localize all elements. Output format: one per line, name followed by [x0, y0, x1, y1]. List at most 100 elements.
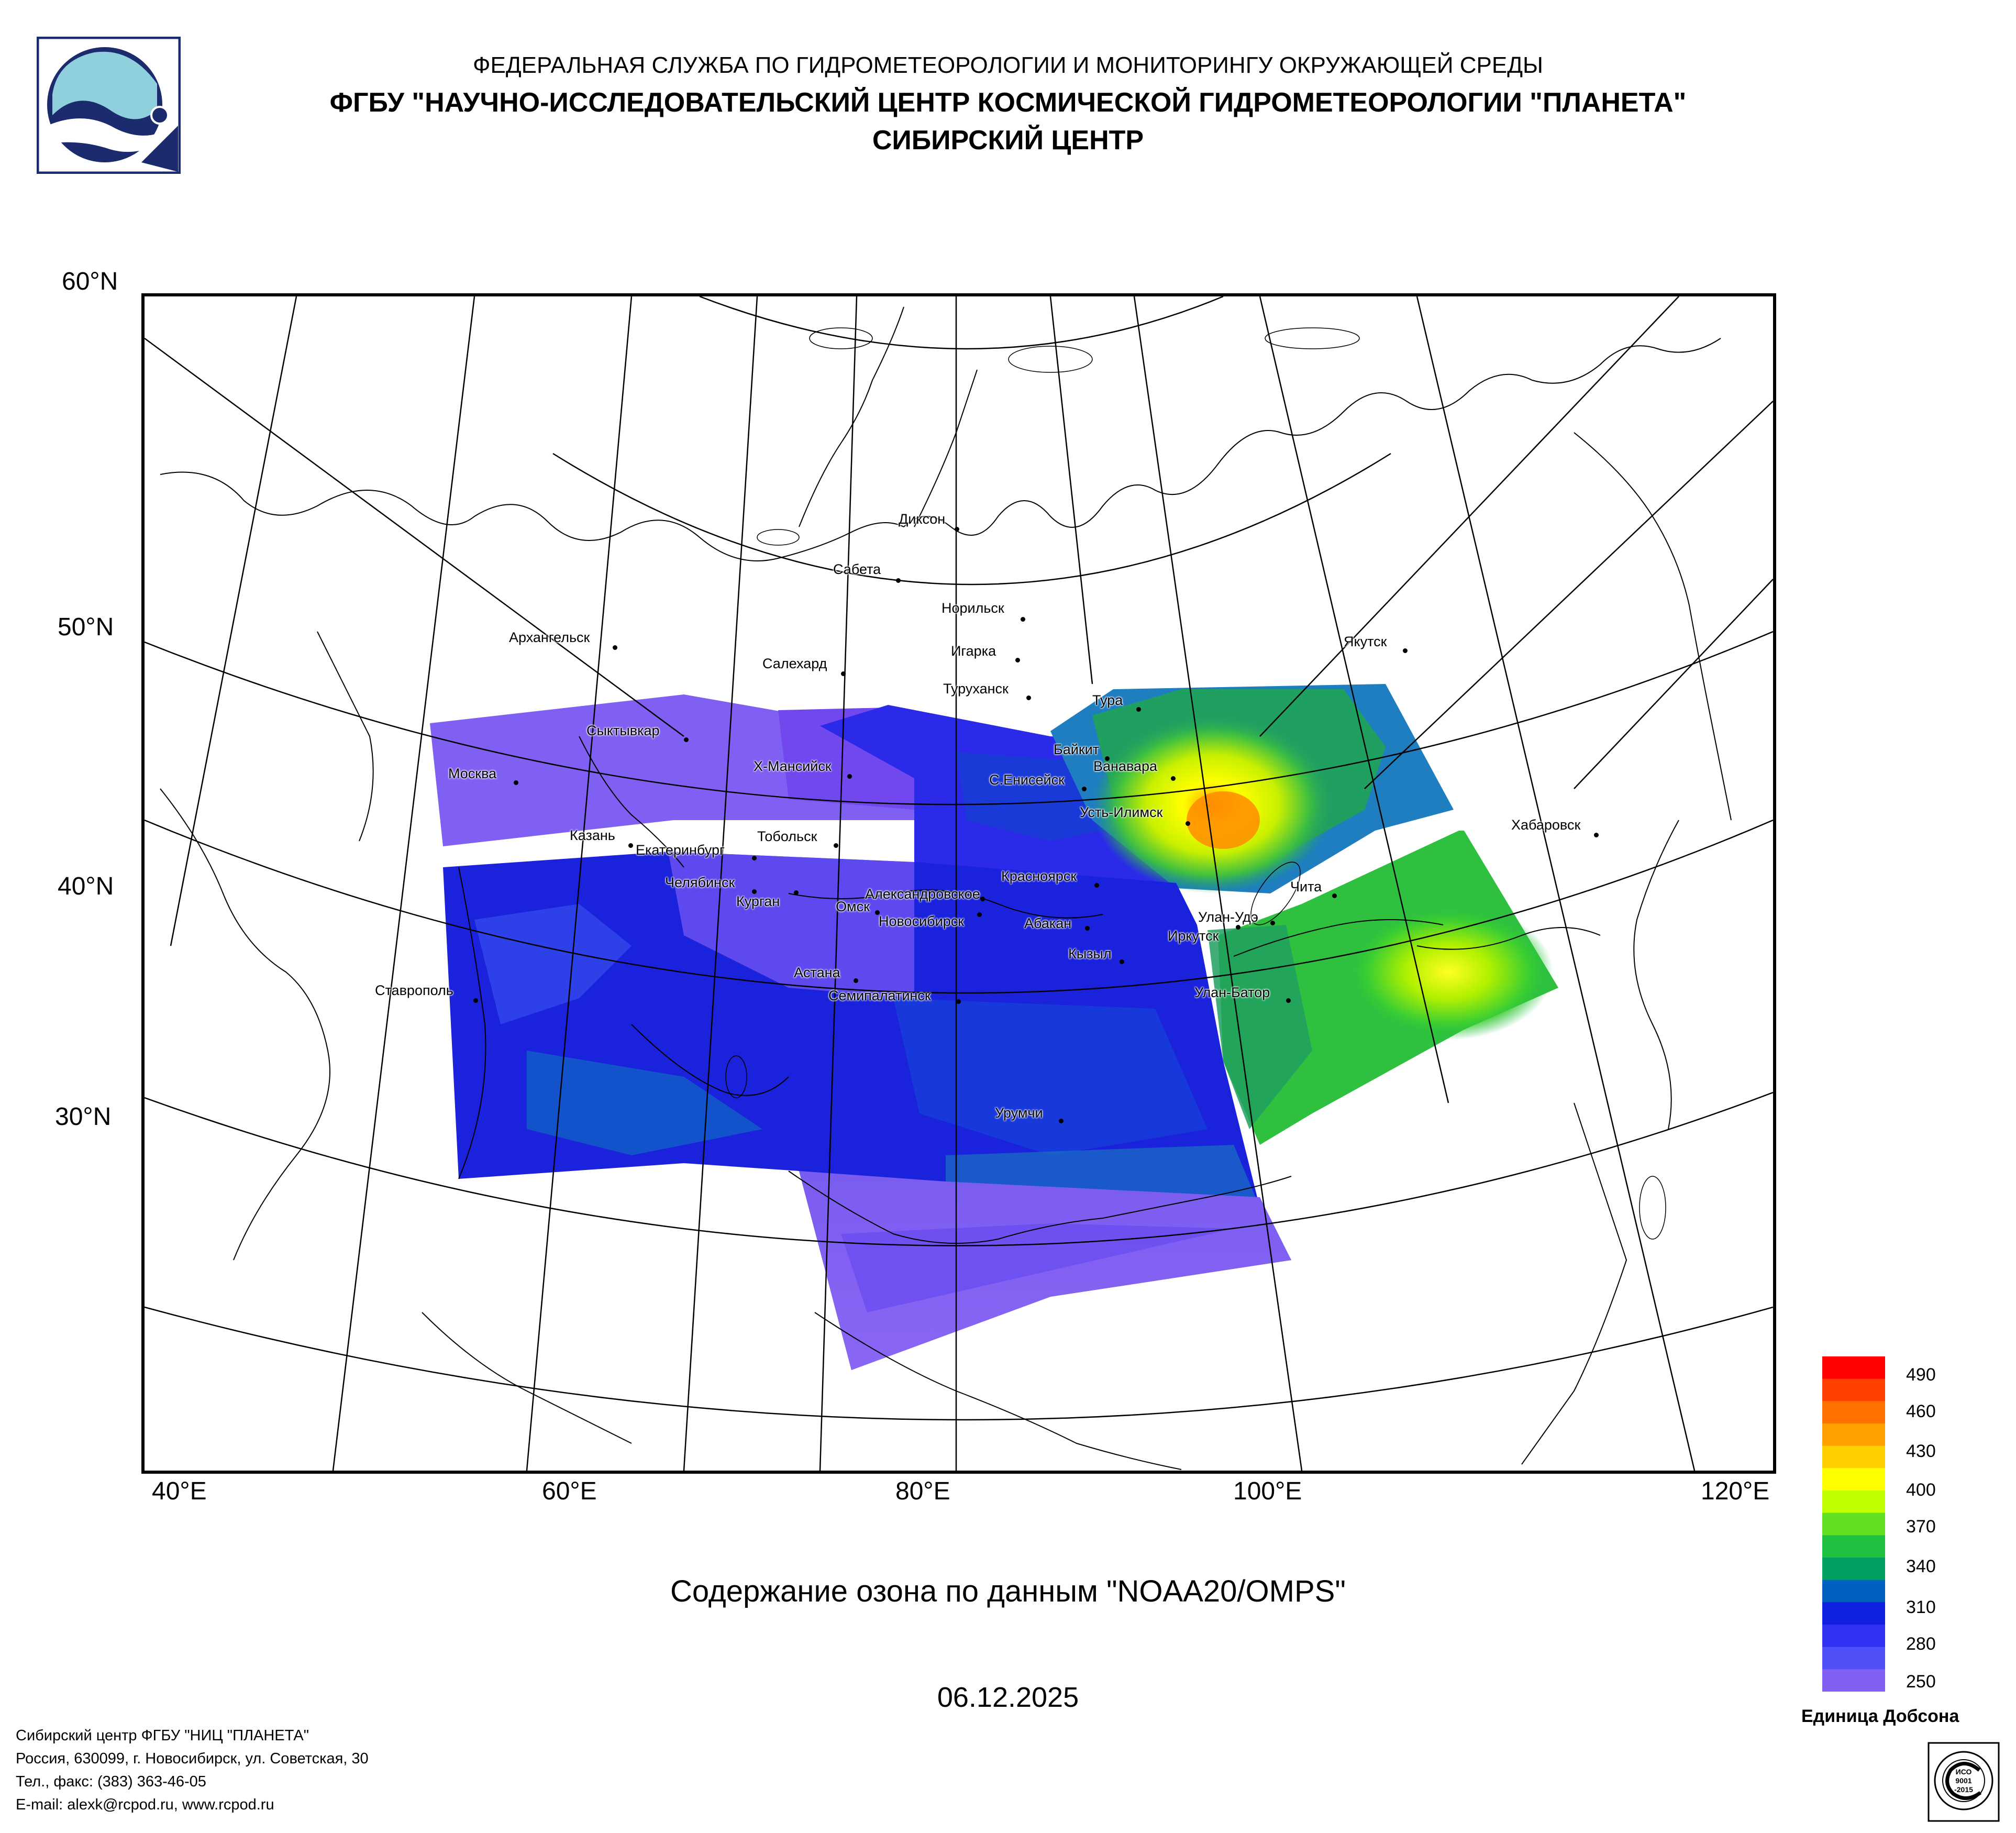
city-dot [752, 889, 757, 894]
city-dot [628, 843, 633, 848]
city-dot [955, 527, 959, 532]
city-dot [1594, 833, 1599, 837]
chart-date: 06.12.2025 [937, 1682, 1079, 1713]
lon-label-120e: 120°E [1701, 1477, 1770, 1505]
city-dot [956, 999, 961, 1004]
city-label: Новосибирск [879, 913, 965, 929]
city-label: Архангельск [509, 630, 590, 645]
map-frame[interactable]: Диксон Сабета Норильск Игарка Салехард Т… [141, 293, 1776, 1474]
city-dot [752, 856, 757, 860]
city-dot [1094, 883, 1099, 888]
lon-label-40e: 40°E [152, 1477, 207, 1505]
header-center: СИБИРСКИЙ ЦЕНТР [872, 125, 1144, 156]
city-label: Чита [1290, 879, 1322, 895]
city-dot [1136, 707, 1141, 712]
city-label: Тобольск [757, 829, 817, 844]
parallel-50n [145, 631, 1773, 805]
footer-org: Сибирский центр ФГБУ "НИЦ "ПЛАНЕТА" [16, 1727, 309, 1744]
city-label: Игарка [951, 643, 996, 659]
map-detail [725, 327, 1666, 1240]
parallel-30n [145, 1091, 1773, 1246]
colorbar-label: 340 [1906, 1556, 1936, 1576]
city-label: Туруханск [943, 681, 1009, 697]
colorbar-segment [1822, 1625, 1885, 1648]
city-label: Улан-Удэ [1198, 909, 1258, 925]
colorbar-label: 490 [1906, 1365, 1936, 1385]
city-label: Александровское [865, 886, 980, 902]
city-label: Челябинск [665, 875, 735, 890]
iso-badge-text: -2015 [1954, 1785, 1973, 1794]
city-label: Сыктывкар [586, 723, 660, 738]
city-dot [1015, 658, 1020, 662]
lat-label-50n: 50°N [58, 613, 114, 641]
city-label: Сабета [833, 561, 881, 577]
city-label: Иркутск [1168, 928, 1219, 944]
city-dot [1403, 648, 1408, 653]
city-label: Норильск [941, 600, 1004, 616]
colorbar-segment [1822, 1401, 1885, 1424]
city-label: Казань [570, 827, 615, 843]
city-label: Хабаровск [1511, 817, 1581, 833]
graticule [145, 296, 1773, 1471]
colorbar-unit: Единица Добсона [1801, 1706, 1959, 1726]
colorbar-segment [1822, 1356, 1885, 1379]
colorbar-label: 460 [1906, 1401, 1936, 1421]
colorbar-segment [1822, 1512, 1885, 1536]
city-dot [1105, 756, 1110, 761]
city-label: Семипалатинск [828, 988, 931, 1003]
colorbar-segment [1822, 1468, 1885, 1491]
city-dot [896, 578, 901, 583]
ozone-colorbar [1822, 1356, 1885, 1692]
lat-label-60n: 60°N [62, 268, 118, 295]
city-label: Х-Мансийск [754, 758, 832, 774]
lat-label-30n: 30°N [55, 1103, 112, 1131]
city-dot [1021, 617, 1025, 622]
city-dot [794, 890, 799, 895]
footer-phone: Тел., факс: (383) 363-46-05 [16, 1773, 206, 1790]
colorbar-segment [1822, 1535, 1885, 1558]
city-dot [980, 897, 985, 901]
iso-badge-text: ИСО [1956, 1768, 1972, 1776]
city-dot [1085, 926, 1090, 931]
city-dot [875, 910, 880, 915]
city-label: Усть-Илимск [1080, 804, 1163, 820]
city-label: Ванавара [1093, 758, 1158, 774]
city-dot [684, 737, 689, 742]
lon-label-80e: 80°E [895, 1477, 950, 1505]
city-label: Курган [736, 893, 780, 909]
city-label: Салехард [762, 656, 827, 671]
city-dot [473, 998, 478, 1003]
city-dot [613, 645, 617, 650]
lon-label-60e: 60°E [542, 1477, 597, 1505]
footer-address: Россия, 630099, г. Новосибирск, ул. Сове… [16, 1750, 369, 1767]
colorbar-segment [1822, 1669, 1885, 1692]
footer-email: E-mail: alexk@rcpod.ru, www.rcpod.ru [16, 1796, 274, 1813]
lat-label-40n: 40°N [58, 873, 114, 900]
city-label: Ставрополь [375, 982, 453, 998]
colorbar-label: 310 [1906, 1597, 1936, 1617]
city-label: Омск [836, 899, 870, 914]
city-label: Кызыл [1068, 946, 1112, 962]
colorbar-label: 250 [1906, 1672, 1936, 1692]
city-label: Красноярск [1001, 868, 1077, 884]
colorbar-segment [1822, 1580, 1885, 1603]
city-label: Урумчи [995, 1105, 1043, 1121]
city-label: Екатеринбург [636, 842, 725, 858]
header: ФЕДЕРАЛЬНАЯ СЛУЖБА ПО ГИДРОМЕТЕОРОЛОГИИ … [0, 47, 2016, 159]
city-dot [1186, 821, 1190, 826]
city-dot [1270, 921, 1275, 925]
colorbar-segment [1822, 1558, 1885, 1581]
colorbar-segment [1822, 1423, 1885, 1446]
colorbar-label: 400 [1906, 1480, 1936, 1500]
iso-9001-badge-icon: ИСО 9001 -2015 [1928, 1742, 2000, 1822]
city-dot [1026, 695, 1031, 700]
city-dot [854, 978, 858, 983]
colorbar-segment [1822, 1602, 1885, 1625]
colorbar-segment [1822, 1445, 1885, 1468]
colorbar-segment [1822, 1378, 1885, 1401]
colorbar-segment [1822, 1490, 1885, 1514]
city-dot [1332, 893, 1337, 898]
chart-title: Содержание озона по данным "NOAA20/OMPS" [670, 1574, 1346, 1608]
colorbar-segment [1822, 1647, 1885, 1670]
city-dot [834, 843, 838, 848]
